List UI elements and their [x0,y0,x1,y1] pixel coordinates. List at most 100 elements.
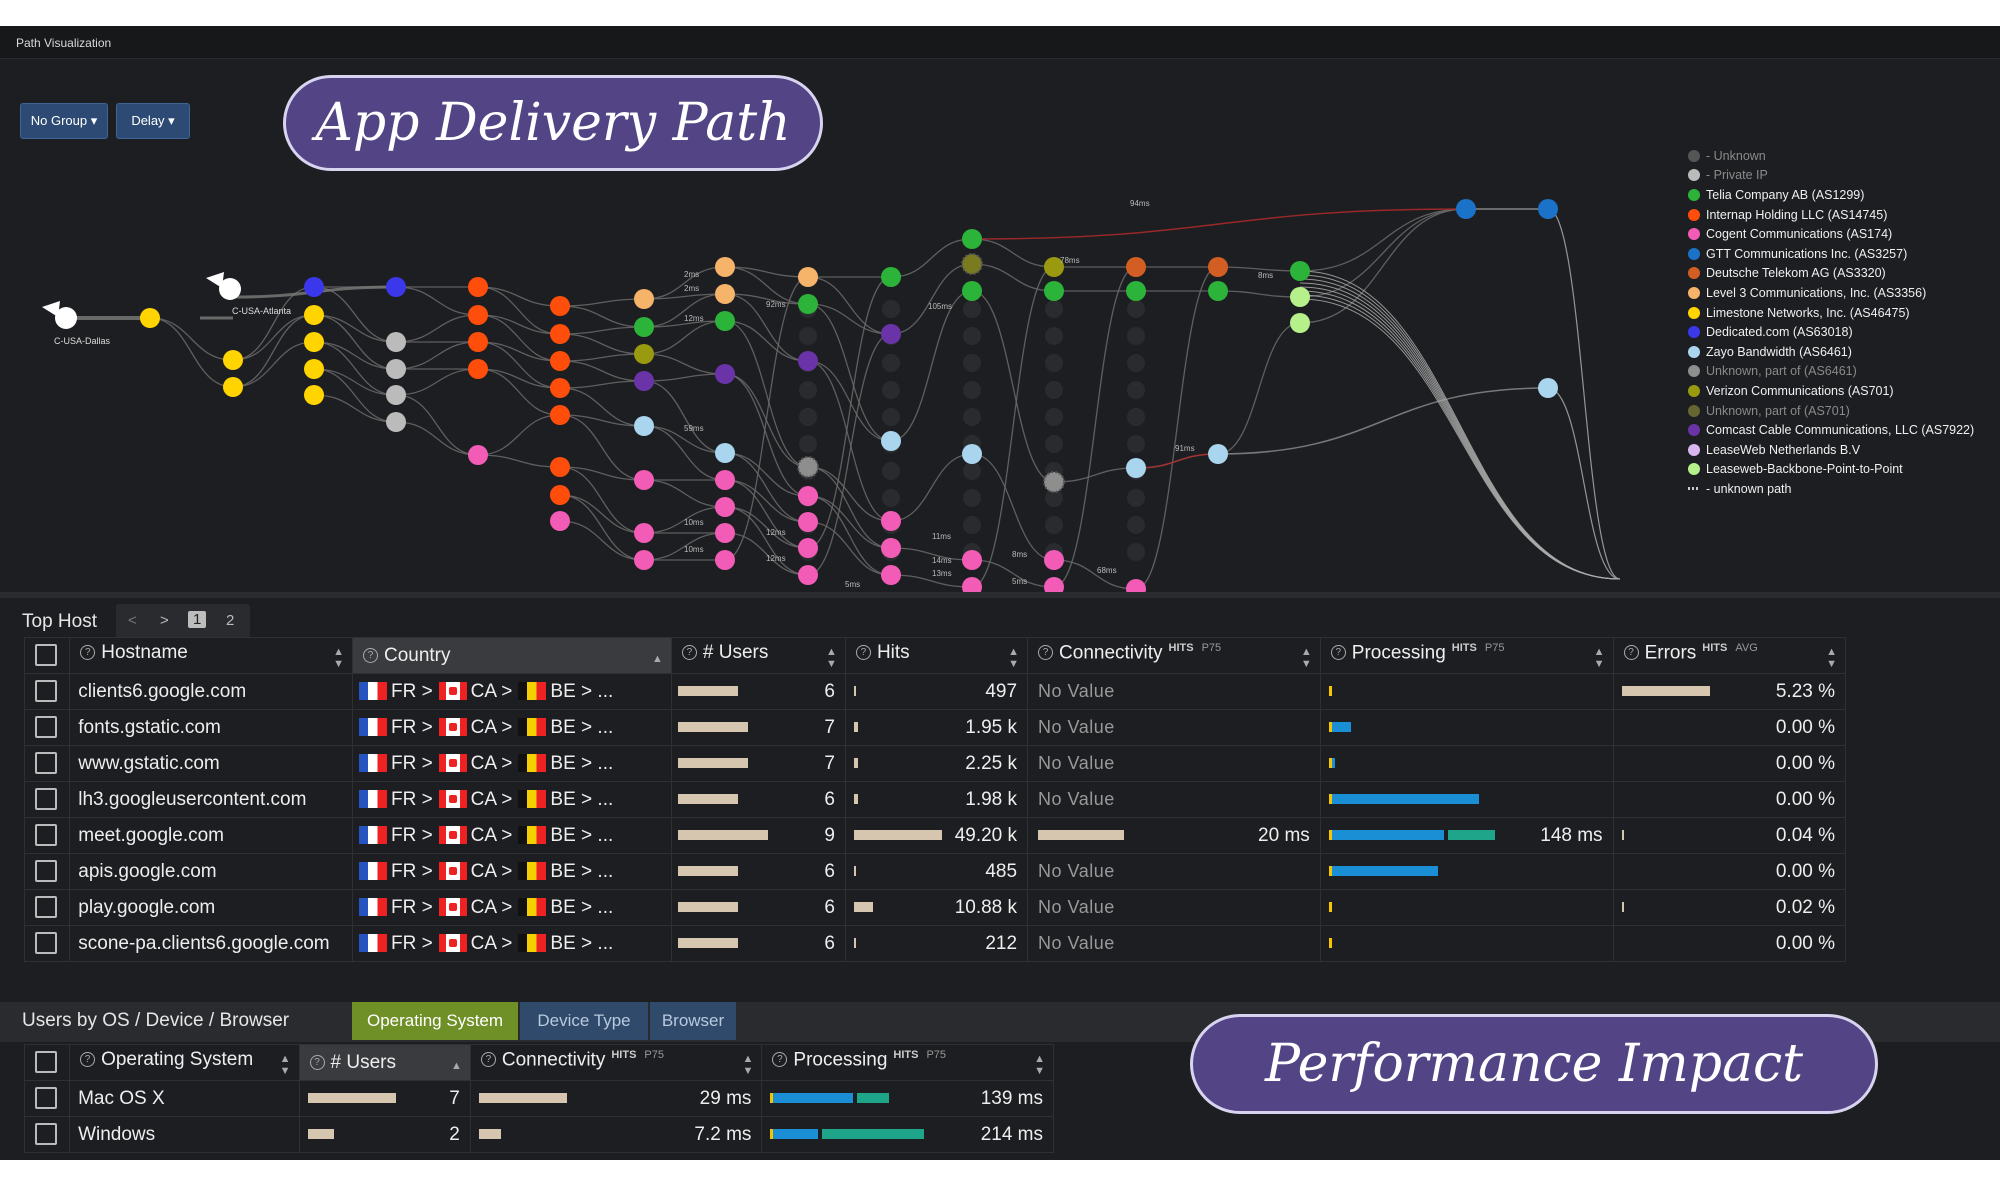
path-node[interactable] [1044,281,1064,301]
sort-icon[interactable]: ▲ ▼ [1593,645,1605,670]
sort-icon[interactable]: ▲ ▼ [333,645,344,670]
ghost-node[interactable] [1127,516,1145,534]
path-node[interactable] [1290,287,1310,307]
page-1-button[interactable]: 1 [188,611,207,628]
path-node[interactable] [881,565,901,585]
row-checkbox[interactable] [35,788,57,811]
ghost-node[interactable] [963,408,981,426]
prev-page-icon[interactable]: < [128,612,137,629]
path-node[interactable] [140,308,160,328]
path-node[interactable] [715,311,735,331]
path-node[interactable] [634,523,654,543]
table-row[interactable]: fonts.gstatic.com FR > CA > BE > ... 7 1.95 k… [23,709,1847,746]
page-2-button[interactable]: 2 [226,612,235,629]
ghost-node[interactable] [1045,408,1063,426]
path-node[interactable] [1044,550,1064,570]
table-row[interactable]: Windows 2 7.2 ms 214 ms [23,1116,1054,1153]
source-node[interactable] [55,307,77,329]
col-errors[interactable]: ? Errors HITS AVG ▲ ▼ [1612,637,1847,674]
table-row[interactable]: apis.google.com FR > CA > BE > ... 6 485 No Va… [23,853,1847,890]
ghost-node[interactable] [1045,489,1063,507]
path-node[interactable] [715,443,735,463]
ghost-node[interactable] [963,300,981,318]
path-node[interactable] [881,267,901,287]
path-node[interactable] [1456,199,1476,219]
row-checkbox[interactable] [35,860,57,883]
path-node[interactable] [550,511,570,531]
table-row[interactable]: Mac OS X 7 29 ms 139 ms [23,1080,1054,1117]
path-node[interactable] [550,324,570,344]
table-row[interactable]: clients6.google.com FR > CA > BE > ... 6 497 N… [23,673,1847,710]
col-os-processing[interactable]: ? Processing HITS P75 ▲ ▼ [761,1044,1054,1081]
ghost-node[interactable] [1045,435,1063,453]
path-node[interactable] [550,485,570,505]
row-checkbox[interactable] [35,680,57,703]
path-node[interactable] [1290,261,1310,281]
next-page-icon[interactable]: > [160,612,169,629]
ghost-node[interactable] [1045,516,1063,534]
sort-icon[interactable]: ▲ ▼ [826,645,837,670]
path-node[interactable] [1044,577,1064,592]
path-graph[interactable]: C-USA-Dallas C-USA-Atlanta 94ms 2ms 2ms 12ms 9… [0,59,2000,592]
ghost-node[interactable] [882,462,900,480]
path-node[interactable] [550,405,570,425]
hostname-cell[interactable]: lh3.googleusercontent.com [69,781,353,818]
ghost-node[interactable] [799,408,817,426]
help-icon[interactable]: ? [1330,645,1346,661]
path-node[interactable] [1538,199,1558,219]
col-os-connectivity[interactable]: ? Connectivity HITS P75 ▲ ▼ [469,1044,763,1081]
path-node[interactable] [550,351,570,371]
col-country[interactable]: ? Country ▲ [351,637,672,674]
sort-icon[interactable]: ▲ ▼ [279,1052,291,1077]
path-node[interactable] [386,385,406,405]
path-node[interactable] [304,385,324,405]
hostname-cell[interactable]: clients6.google.com [69,673,353,710]
path-node[interactable] [798,486,818,506]
path-node[interactable] [634,416,654,436]
ghost-node[interactable] [1127,489,1145,507]
col-processing[interactable]: ? Processing HITS P75 ▲ ▼ [1319,637,1614,674]
path-node[interactable] [550,457,570,477]
col-os[interactable]: ? Operating System ▲ ▼ [69,1044,300,1081]
path-node[interactable] [798,512,818,532]
group-dropdown[interactable]: No Group ▾ [20,103,108,139]
hostname-cell[interactable]: play.google.com [69,889,353,926]
path-node[interactable] [1126,281,1146,301]
ghost-node[interactable] [1045,381,1063,399]
path-node[interactable] [468,332,488,352]
help-icon[interactable]: ? [80,644,96,660]
ghost-node[interactable] [1045,354,1063,372]
table-row[interactable]: play.google.com FR > CA > BE > ... 6 10.88 k N… [23,889,1847,926]
ghost-node[interactable] [963,462,981,480]
path-node[interactable] [386,277,406,297]
path-node[interactable] [1538,378,1558,398]
col-hostname[interactable]: ? Hostname ▲ ▼ [69,637,353,674]
ghost-node[interactable] [1127,300,1145,318]
path-node[interactable] [962,444,982,464]
path-node[interactable] [797,456,819,478]
hostname-cell[interactable]: apis.google.com [69,853,353,890]
hostname-cell[interactable]: scone-pa.clients6.google.com [69,925,353,962]
path-node[interactable] [1126,257,1146,277]
path-node[interactable] [1208,281,1228,301]
path-node[interactable] [1044,257,1064,277]
row-checkbox[interactable] [35,932,57,955]
ghost-node[interactable] [1127,543,1145,561]
table-row[interactable]: scone-pa.clients6.google.com FR > CA > BE >… [23,925,1847,962]
sort-icon[interactable]: ▲ ▼ [1034,1052,1045,1077]
os-name-cell[interactable]: Mac OS X [69,1080,300,1117]
path-node[interactable] [715,470,735,490]
table-row[interactable]: lh3.googleusercontent.com FR > CA > BE > ..… [23,781,1847,818]
ghost-node[interactable] [963,516,981,534]
path-node[interactable] [634,344,654,364]
path-node[interactable] [468,359,488,379]
help-icon[interactable]: ? [80,1051,96,1067]
path-node[interactable] [634,550,654,570]
path-node[interactable] [468,305,488,325]
path-node[interactable] [798,267,818,287]
path-node[interactable] [468,445,488,465]
ghost-node[interactable] [882,300,900,318]
ghost-node[interactable] [1127,327,1145,345]
metric-dropdown[interactable]: Delay ▾ [116,103,190,139]
help-icon[interactable]: ? [1623,645,1639,661]
